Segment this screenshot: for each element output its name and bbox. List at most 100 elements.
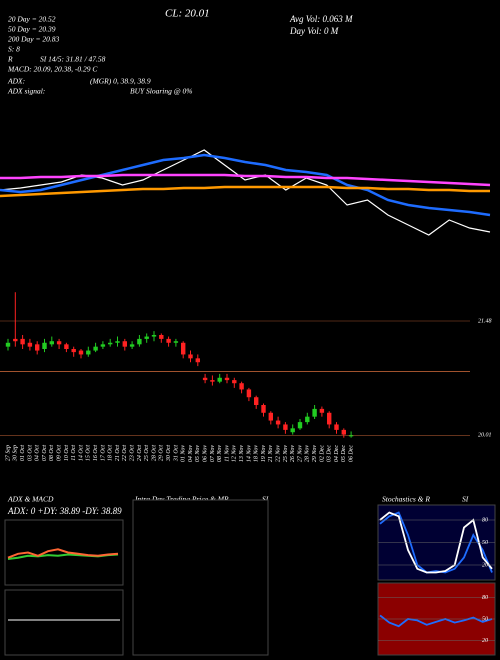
candle-body xyxy=(297,422,303,429)
r: R xyxy=(7,55,13,64)
candle-body xyxy=(224,377,230,381)
s: S: 8 xyxy=(8,45,20,54)
candle-body xyxy=(129,344,135,347)
candle-body xyxy=(13,338,18,342)
candle-body xyxy=(181,342,186,355)
x-tick-label: 30 Sep xyxy=(13,445,19,462)
intra-title: Intra Day Trading Price & MR xyxy=(134,495,229,504)
x-tick-label: 04 Oct xyxy=(34,445,41,461)
rsi_series-line xyxy=(379,614,493,628)
x-tick-label: 01 Nov xyxy=(181,445,187,463)
ma-line xyxy=(0,185,490,198)
x-tick-label: 29 Oct xyxy=(159,445,165,461)
candle-body xyxy=(71,349,76,353)
candle-body xyxy=(42,342,47,349)
x-tick-label: 16 Oct xyxy=(93,445,99,461)
x-tick-label: 05 Dec xyxy=(341,445,347,462)
stoch-title: Stochastics & R xyxy=(382,495,430,504)
macd-panel xyxy=(4,589,124,656)
x-tick-label: 03 Oct xyxy=(27,445,33,461)
x-tick-label: 27 Nov xyxy=(297,445,303,463)
candle-body xyxy=(86,350,91,355)
ma200: 200 Day = 20.83 xyxy=(8,35,60,44)
candle-body xyxy=(20,338,25,345)
candle-body xyxy=(341,429,346,435)
macd: MACD: 20.09, 20.38, -0.29 C xyxy=(7,65,98,74)
x-tick-label: 25 Oct xyxy=(144,445,150,461)
close: CL: 20.01 xyxy=(165,8,210,20)
x-tick-label: 15 Oct xyxy=(86,445,92,461)
y-tick-label: 80 xyxy=(482,517,488,523)
x-tick-label: 22 Oct xyxy=(122,445,128,461)
y-tick-label: 20 xyxy=(482,562,488,568)
x-tick-label: 12 Nov xyxy=(232,445,238,463)
adx: ADX: xyxy=(7,77,25,86)
candle-body xyxy=(166,338,171,343)
x-tick-label: 23 Oct xyxy=(129,445,135,461)
x-tick-label: 18 Oct xyxy=(108,445,114,461)
candle-body xyxy=(173,341,179,343)
candle-body xyxy=(100,344,106,347)
x-tick-label: 07 Nov xyxy=(210,445,216,463)
candle-body xyxy=(217,377,222,382)
x-tick-label: 10 Oct xyxy=(64,445,70,461)
adx-title: ADX & MACD xyxy=(7,495,54,504)
candle-body xyxy=(144,336,149,339)
y-tick-label: 20.01 xyxy=(478,433,492,439)
intra-si: SI xyxy=(262,495,269,504)
y-tick-label: 50 xyxy=(482,540,488,546)
x-tick-label: 19 Nov xyxy=(261,445,267,463)
candle-body xyxy=(334,424,339,430)
x-tick-label: 21 Oct xyxy=(115,445,121,461)
candle-body xyxy=(210,380,215,382)
intra-panel xyxy=(132,499,269,656)
candle-body xyxy=(195,358,200,363)
x-tick-label: 22 Nov xyxy=(275,445,281,463)
y-tick-label: 50 xyxy=(482,616,488,622)
candle-body xyxy=(232,380,237,384)
x-tick-label: 11 Nov xyxy=(224,445,230,462)
x-tick-label: 26 Nov xyxy=(290,445,296,463)
adx_series-line xyxy=(7,548,119,559)
candle-body xyxy=(202,377,208,381)
si: SI 14/5: 31.81 / 47.58 xyxy=(40,55,106,64)
x-tick-label: 27 Sep xyxy=(5,445,11,461)
y-tick-label: 20 xyxy=(482,638,488,644)
x-tick-label: 14 Oct xyxy=(77,445,84,461)
ma-line xyxy=(0,173,491,187)
candle-body xyxy=(290,428,295,433)
candle-body xyxy=(108,342,113,345)
candle-body xyxy=(49,341,54,345)
x-tick-label: 06 Dec xyxy=(348,445,354,462)
candle-body xyxy=(312,408,317,417)
candle-body xyxy=(239,383,244,390)
stoch-si: SI xyxy=(462,495,469,504)
adx-text: ADX: 0 +DY: 38.89 -DY: 38.89 xyxy=(7,506,122,516)
adx-vals: (MGR) 0, 38.9, 38.9 xyxy=(90,77,151,86)
x-tick-label: 31 Oct xyxy=(173,445,179,462)
adx-signal: ADX signal: xyxy=(7,87,45,96)
candle-body xyxy=(78,350,84,355)
x-tick-label: 17 Oct xyxy=(100,445,106,461)
candle-body xyxy=(35,344,40,351)
x-tick-label: 07 Oct xyxy=(42,445,48,461)
x-tick-label: 08 Nov xyxy=(217,445,223,463)
candle-body xyxy=(93,346,98,351)
x-tick-label: 11 Oct xyxy=(71,445,77,461)
x-tick-label: 30 Oct xyxy=(166,445,172,462)
candle-body xyxy=(159,335,164,339)
candle-body xyxy=(137,338,142,345)
candle-body xyxy=(268,412,273,421)
candle-body xyxy=(188,354,193,359)
ma-line xyxy=(0,153,491,217)
x-tick-label: 09 Oct xyxy=(56,445,62,461)
candle-body xyxy=(283,424,288,430)
x-tick-label: 01 Oct xyxy=(20,445,26,461)
candle-body xyxy=(5,342,11,347)
x-tick-label: 28 Nov xyxy=(305,445,311,463)
candle-body xyxy=(64,344,69,349)
candle-body xyxy=(151,335,157,337)
x-tick-label: 24 Oct xyxy=(136,445,143,461)
candle-body xyxy=(246,389,252,398)
